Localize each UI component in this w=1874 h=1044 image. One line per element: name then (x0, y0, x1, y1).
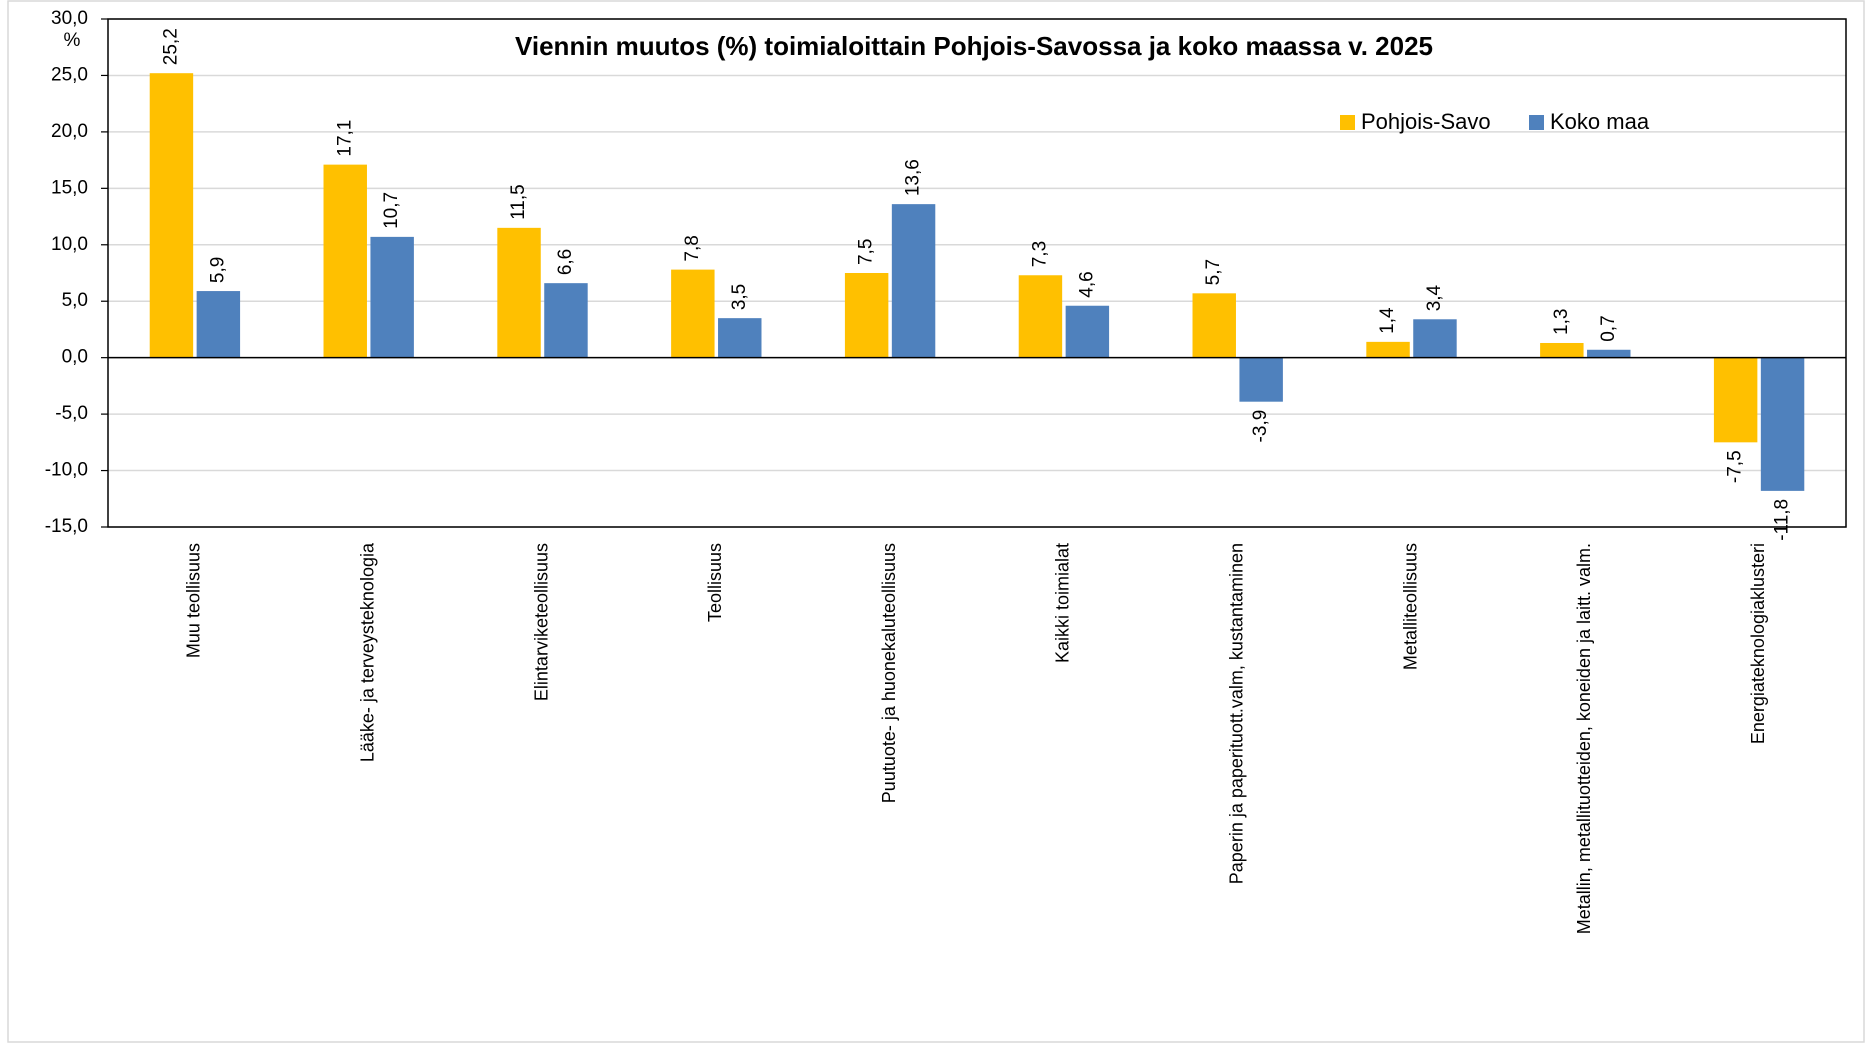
bar (1192, 293, 1236, 358)
y-axis-label: % (64, 30, 81, 51)
x-tick-label: Elintarviketeollisuus (531, 543, 551, 701)
bar (1760, 357, 1805, 491)
bar (1587, 349, 1631, 358)
data-label: 7,5 (856, 239, 877, 265)
data-label: 25,2 (160, 28, 181, 65)
x-tick-label: Lääke- ja terveysteknologia (357, 542, 377, 762)
bar (891, 204, 936, 358)
bar (1540, 342, 1584, 358)
data-label: -11,8 (1772, 499, 1793, 541)
plot-border (107, 18, 1847, 528)
data-label: 5,9 (207, 257, 228, 283)
data-label: 0,7 (1598, 315, 1619, 341)
legend-swatch (1340, 115, 1355, 130)
bar (1239, 357, 1283, 402)
y-tick-label: 5,0 (62, 290, 88, 311)
data-label: 1,4 (1377, 307, 1398, 334)
bar (1065, 305, 1110, 358)
data-label: 13,6 (903, 159, 924, 196)
data-label: 7,8 (682, 235, 703, 261)
x-tick-label: Paperin ja paperituott.valm, kustantamin… (1226, 543, 1246, 884)
x-tick-label: Metalliteollisuus (1400, 543, 1420, 670)
data-label: 1,3 (1551, 309, 1572, 335)
x-tick-label: Muu teollisuus (184, 543, 204, 658)
legend-label: Koko maa (1550, 109, 1650, 134)
bar (544, 283, 588, 358)
y-tick-label: 25,0 (51, 64, 88, 85)
data-label: 6,6 (555, 249, 576, 275)
data-label: 3,5 (729, 284, 750, 310)
y-tick-label: 15,0 (51, 177, 88, 198)
data-label: -3,9 (1250, 410, 1271, 443)
data-label: 3,4 (1424, 284, 1445, 311)
bar (1413, 319, 1457, 358)
chart-frame (7, 0, 1865, 1043)
data-label: 10,7 (381, 192, 402, 229)
chart-title: Viennin muutos (%) toimialoittain Pohjoi… (515, 31, 1433, 61)
x-tick-label: Teollisuus (705, 543, 725, 622)
data-label: 17,1 (334, 120, 355, 157)
data-label: 4,6 (1076, 271, 1097, 297)
x-tick-label: Kaikki toimialat (1053, 543, 1073, 663)
y-tick-label: -5,0 (55, 403, 88, 424)
bar (718, 318, 762, 358)
bar (671, 269, 715, 358)
x-tick-label: Energiateknologiaklusteri (1748, 543, 1768, 744)
y-tick-label: -15,0 (45, 516, 88, 537)
y-tick-label: 0,0 (62, 347, 88, 368)
bar (497, 227, 541, 358)
y-tick-label: 10,0 (51, 234, 88, 255)
data-label: 11,5 (508, 184, 529, 220)
data-label: 7,3 (1029, 241, 1050, 267)
bar (1366, 341, 1410, 358)
x-tick-label: Puutuote- ja huonekaluteollisuus (879, 543, 899, 803)
bar (844, 273, 889, 358)
y-tick-label: 30,0 (51, 8, 88, 29)
data-label: 5,7 (1203, 259, 1224, 285)
bar (1713, 357, 1758, 443)
bar (370, 236, 414, 358)
bar (196, 291, 241, 358)
y-tick-label: 20,0 (51, 121, 88, 142)
legend-swatch (1529, 115, 1544, 130)
bar (323, 164, 367, 358)
bar (149, 73, 194, 358)
x-tick-label: Metallin, metallituotteiden, koneiden ja… (1574, 543, 1594, 934)
bar (1018, 275, 1063, 358)
y-tick-label: -10,0 (45, 460, 88, 481)
legend-label: Pohjois-Savo (1361, 109, 1491, 134)
data-label: -7,5 (1725, 450, 1746, 483)
